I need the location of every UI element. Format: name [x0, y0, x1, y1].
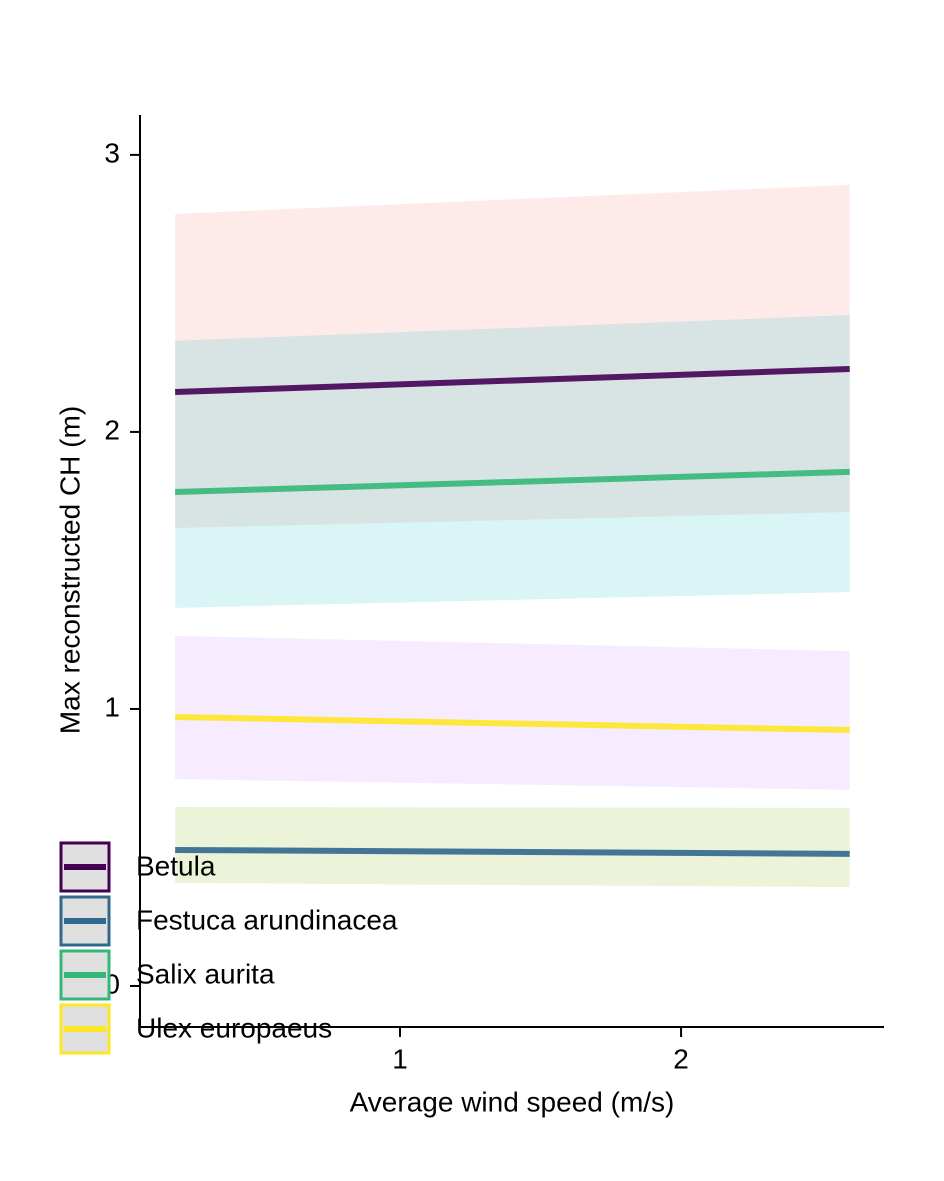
- trend-line: [175, 846, 850, 857]
- legend-item: Ulex europaeus: [59, 1003, 332, 1055]
- x-tick-label: 2: [673, 1043, 689, 1074]
- trend-line: [175, 468, 850, 496]
- legend-label: Betula: [136, 850, 216, 881]
- legend-label: Festuca arundinacea: [136, 904, 398, 935]
- legend-item: Salix aurita: [59, 949, 275, 1001]
- confidence-ribbon: [175, 315, 850, 608]
- legend-item: Betula: [59, 841, 216, 893]
- x-axis-label: Average wind speed (m/s): [350, 1086, 675, 1117]
- x-tick-label: 1: [392, 1043, 408, 1074]
- trend-line: [175, 366, 850, 396]
- confidence-ribbon: [175, 184, 850, 529]
- y-tick-label: 1: [104, 691, 120, 722]
- y-tick-label: 2: [104, 414, 120, 445]
- y-tick-label: 3: [104, 137, 120, 168]
- trend-line: [175, 713, 850, 734]
- confidence-ribbon: [175, 635, 850, 790]
- y-axis-label: Max reconstructed CH (m): [54, 406, 85, 734]
- legend-item: Festuca arundinacea: [59, 895, 398, 947]
- legend-label: Salix aurita: [136, 958, 275, 989]
- confidence-ribbon: [175, 807, 850, 888]
- legend-label: Ulex europaeus: [136, 1012, 332, 1043]
